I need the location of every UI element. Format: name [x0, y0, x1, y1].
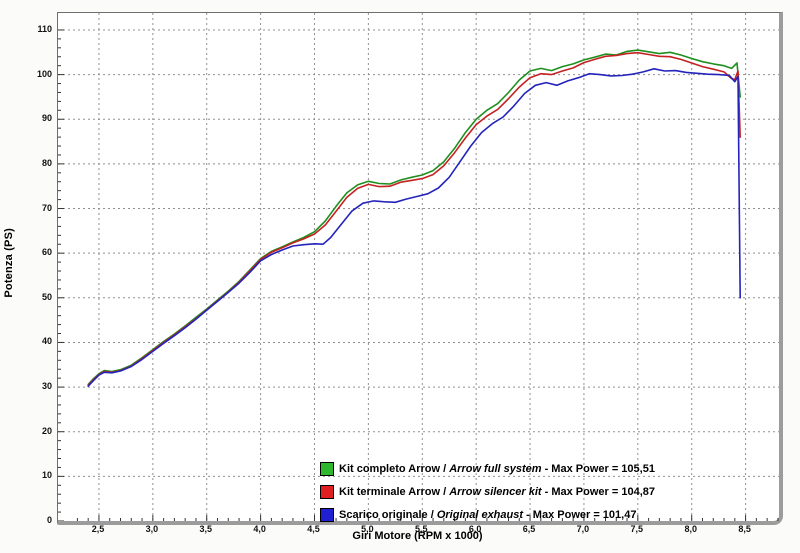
legend-item-kit-terminale-arrow: Kit terminale Arrow / Arrow silencer kit… — [320, 483, 655, 500]
x-tick-label: 8,5 — [738, 524, 751, 534]
legend-label-kit-terminale-arrow: Kit terminale Arrow / Arrow silencer kit… — [339, 485, 655, 498]
y-tick-label: 20 — [41, 425, 52, 436]
x-tick-label: 6,0 — [468, 524, 482, 534]
y-tick-label: 10 — [41, 470, 52, 481]
x-tick-label: 7,5 — [630, 524, 644, 534]
legend-swatch-scarico-originale — [320, 507, 334, 522]
x-tick-label: 3,5 — [199, 524, 212, 534]
series-line-kit-terminale-arrow — [87, 51, 742, 387]
legend-swatch-kit-completo-arrow — [320, 461, 334, 476]
legend-item-kit-completo-arrow: Kit completo Arrow / Arrow full system -… — [320, 460, 655, 477]
x-axis-label: Giri Motore (RPM x 1000) — [352, 530, 483, 542]
x-tick-label: 3,0 — [145, 524, 159, 534]
y-tick-label: 60 — [41, 247, 52, 258]
y-tick-label: 30 — [41, 381, 52, 392]
y-axis-label: Potenza (PS) — [3, 228, 15, 298]
y-tick-label: 0 — [46, 515, 52, 525]
y-tick-label: 40 — [41, 336, 52, 347]
y-tick-label: 110 — [37, 23, 52, 34]
x-tick-label: 4,0 — [253, 524, 266, 534]
series-line-kit-completo-arrow — [87, 49, 742, 386]
plot-area: Kit completo Arrow / Arrow full system -… — [57, 12, 783, 525]
y-tick-label: 70 — [41, 202, 52, 213]
x-tick-label: 4,5 — [307, 524, 320, 534]
x-tick-label: 7,0 — [576, 524, 590, 534]
legend-label-kit-completo-arrow: Kit completo Arrow / Arrow full system -… — [339, 462, 655, 475]
legend-item-scarico-originale: Scarico originale / Original exhaust - M… — [320, 506, 655, 523]
x-tick-label: 5,0 — [361, 524, 374, 534]
legend-label-scarico-originale: Scarico originale / Original exhaust - M… — [339, 508, 637, 521]
legend-swatch-kit-terminale-arrow — [320, 484, 334, 499]
x-tick-label: 8,0 — [684, 524, 697, 534]
series-line-scarico-originale — [87, 67, 742, 388]
legend: Kit completo Arrow / Arrow full system -… — [320, 460, 655, 529]
y-tick-label: 50 — [41, 291, 52, 302]
y-tick-label: 100 — [36, 68, 52, 79]
y-tick-label: 80 — [41, 157, 52, 168]
plot-canvas — [58, 13, 779, 521]
y-tick-label: 90 — [41, 113, 52, 124]
x-tick-label: 6,5 — [522, 524, 536, 534]
x-tick-label: 5,5 — [415, 524, 428, 534]
x-tick-label: 2,5 — [91, 524, 105, 534]
